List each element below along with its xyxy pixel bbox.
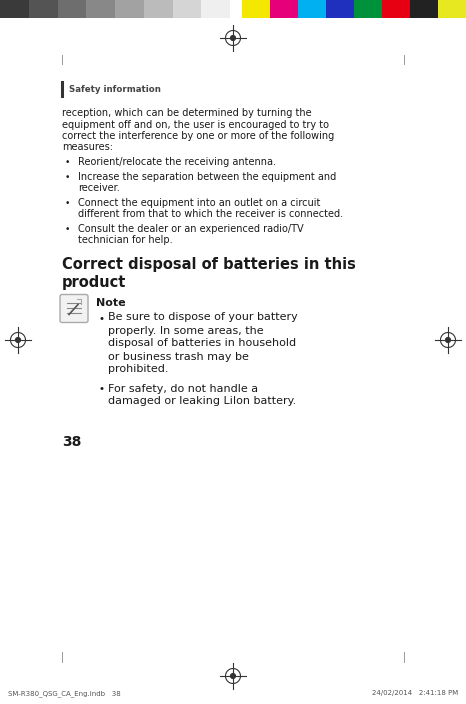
Text: •: • bbox=[65, 172, 70, 182]
Text: reception, which can be determined by turning the: reception, which can be determined by tu… bbox=[62, 108, 312, 118]
Text: technician for help.: technician for help. bbox=[78, 235, 172, 245]
Bar bbox=[0, 0, 29, 18]
Bar bbox=[86, 0, 115, 18]
Text: equipment off and on, the user is encouraged to try to: equipment off and on, the user is encour… bbox=[62, 120, 329, 130]
Text: Safety information: Safety information bbox=[69, 84, 161, 94]
Text: Correct disposal of batteries in this: Correct disposal of batteries in this bbox=[62, 258, 356, 272]
Circle shape bbox=[231, 36, 235, 40]
Bar bbox=[438, 0, 466, 18]
Text: 38: 38 bbox=[62, 436, 82, 449]
Bar bbox=[354, 0, 382, 18]
Text: receiver.: receiver. bbox=[78, 183, 120, 193]
Text: disposal of batteries in household: disposal of batteries in household bbox=[108, 339, 296, 348]
Text: •: • bbox=[65, 199, 70, 208]
Bar bbox=[144, 0, 172, 18]
Text: :: : bbox=[122, 298, 126, 308]
Circle shape bbox=[231, 674, 235, 679]
Text: •: • bbox=[98, 384, 104, 394]
Bar bbox=[201, 0, 230, 18]
Text: Increase the separation between the equipment and: Increase the separation between the equi… bbox=[78, 172, 336, 182]
Text: •: • bbox=[65, 158, 70, 167]
Text: •: • bbox=[65, 225, 70, 234]
Bar bbox=[270, 0, 298, 18]
Bar bbox=[172, 0, 201, 18]
Text: SM-R380_QSG_CA_Eng.indb   38: SM-R380_QSG_CA_Eng.indb 38 bbox=[8, 690, 121, 697]
Text: product: product bbox=[62, 275, 126, 289]
FancyBboxPatch shape bbox=[60, 294, 88, 322]
Bar bbox=[57, 0, 86, 18]
Text: damaged or leaking LiIon battery.: damaged or leaking LiIon battery. bbox=[108, 396, 296, 406]
Circle shape bbox=[15, 338, 21, 342]
Bar bbox=[410, 0, 438, 18]
Circle shape bbox=[445, 338, 451, 342]
Text: correct the interference by one or more of the following: correct the interference by one or more … bbox=[62, 131, 334, 141]
Bar bbox=[115, 0, 144, 18]
Text: 24/02/2014   2:41:18 PM: 24/02/2014 2:41:18 PM bbox=[372, 690, 458, 696]
Bar bbox=[29, 0, 57, 18]
Text: Connect the equipment into an outlet on a circuit: Connect the equipment into an outlet on … bbox=[78, 198, 321, 208]
Text: Be sure to dispose of your battery: Be sure to dispose of your battery bbox=[108, 313, 298, 322]
Text: Reorient/relocate the receiving antenna.: Reorient/relocate the receiving antenna. bbox=[78, 157, 276, 167]
Text: Note: Note bbox=[96, 298, 126, 308]
Text: different from that to which the receiver is connected.: different from that to which the receive… bbox=[78, 209, 343, 219]
Text: or business trash may be: or business trash may be bbox=[108, 351, 249, 361]
Text: •: • bbox=[98, 313, 104, 324]
Text: Consult the dealer or an experienced radio/TV: Consult the dealer or an experienced rad… bbox=[78, 223, 304, 234]
Bar bbox=[298, 0, 326, 18]
Bar bbox=[326, 0, 354, 18]
Text: For safety, do not handle a: For safety, do not handle a bbox=[108, 384, 258, 394]
Bar bbox=[382, 0, 410, 18]
Text: prohibited.: prohibited. bbox=[108, 365, 169, 375]
Bar bbox=[242, 0, 270, 18]
Text: properly. In some areas, the: properly. In some areas, the bbox=[108, 325, 264, 336]
Text: measures:: measures: bbox=[62, 142, 113, 153]
